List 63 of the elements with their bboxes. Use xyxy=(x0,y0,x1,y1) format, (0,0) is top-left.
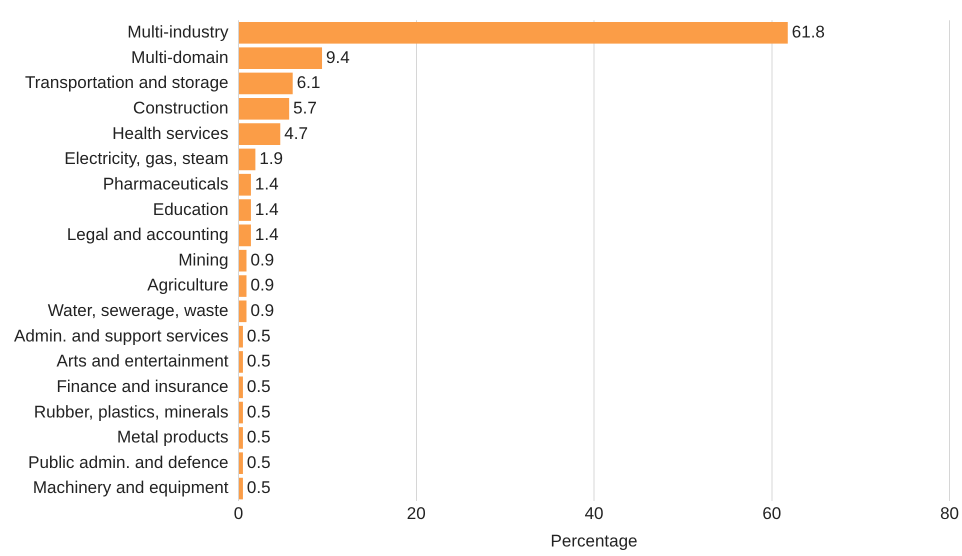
bar xyxy=(238,22,788,44)
data-label: 0.5 xyxy=(246,452,271,472)
y-tick-label: Construction xyxy=(133,98,228,118)
bar xyxy=(238,351,243,373)
x-tick-label: 0 xyxy=(234,504,244,524)
y-tick-label: Health services xyxy=(112,124,228,143)
bar xyxy=(238,47,322,69)
bar xyxy=(238,478,243,500)
data-label: 4.7 xyxy=(284,124,308,143)
y-tick-label: Admin. and support services xyxy=(14,326,228,346)
y-tick-label: Machinery and equipment xyxy=(32,478,229,498)
data-label: 1.9 xyxy=(259,149,284,168)
y-tick-label: Water, sewerage, waste xyxy=(48,301,228,320)
y-tick-label: Metal products xyxy=(116,428,228,447)
data-label: 0.9 xyxy=(250,301,274,320)
data-label: 0.5 xyxy=(246,376,271,396)
data-label: 1.4 xyxy=(254,200,279,219)
data-label: 6.1 xyxy=(296,73,320,92)
y-tick-label: Multi-industry xyxy=(127,22,229,42)
y-tick-label: Pharmaceuticals xyxy=(102,174,228,194)
bar xyxy=(238,224,251,246)
y-tick-label: Mining xyxy=(178,250,228,270)
y-tick-label: Transportation and storage xyxy=(24,73,228,92)
data-label: 61.8 xyxy=(792,22,825,42)
x-tick-label: 80 xyxy=(940,504,960,524)
bar xyxy=(238,427,243,449)
bar xyxy=(238,148,256,170)
data-label: 0.5 xyxy=(246,352,271,371)
bar xyxy=(238,250,246,272)
y-tick-label: Public admin. and defence xyxy=(28,452,228,472)
data-label: 0.5 xyxy=(246,326,271,346)
x-tick-label: 20 xyxy=(406,504,426,524)
data-label: 9.4 xyxy=(326,48,350,67)
data-label: 0.5 xyxy=(246,478,271,498)
y-tick-label: Multi-domain xyxy=(131,48,228,67)
y-tick-label: Arts and entertainment xyxy=(56,352,229,371)
data-label: 5.7 xyxy=(293,98,317,118)
bar xyxy=(238,326,243,348)
x-tick-label: 60 xyxy=(762,504,782,524)
x-tick-label: 40 xyxy=(584,504,604,524)
bar xyxy=(238,199,251,221)
bar xyxy=(238,174,251,196)
bar xyxy=(238,98,290,120)
bar xyxy=(238,275,246,297)
data-label: 0.9 xyxy=(250,250,274,270)
y-tick-label: Finance and insurance xyxy=(56,376,228,396)
y-tick-label: Rubber, plastics, minerals xyxy=(34,402,228,422)
data-label: 1.4 xyxy=(254,225,279,244)
bar xyxy=(238,452,243,474)
y-tick-label: Electricity, gas, steam xyxy=(64,149,228,168)
y-tick-label: Education xyxy=(152,200,228,219)
data-label: 0.5 xyxy=(246,428,271,447)
y-tick-label: Agriculture xyxy=(147,276,228,295)
bar xyxy=(238,376,243,398)
data-label: 0.9 xyxy=(250,276,274,295)
bar xyxy=(238,300,246,322)
data-label: 0.5 xyxy=(246,402,271,422)
bar xyxy=(238,123,280,145)
data-label: 1.4 xyxy=(254,174,279,194)
x-axis-title: Percentage xyxy=(550,531,638,550)
bar xyxy=(238,402,243,424)
y-tick-label: Legal and accounting xyxy=(66,225,228,244)
bar xyxy=(238,72,293,94)
